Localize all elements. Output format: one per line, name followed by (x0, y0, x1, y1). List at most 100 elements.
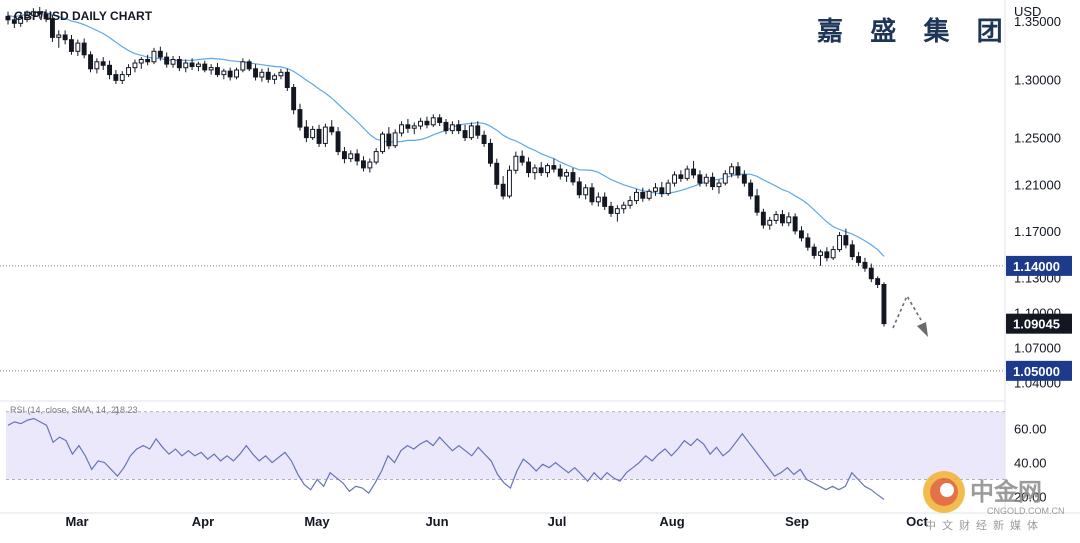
candle (221, 68, 227, 80)
candle-body (405, 124, 411, 129)
candle (145, 54, 151, 66)
candle (735, 162, 741, 179)
candle (526, 157, 531, 178)
candle (849, 240, 855, 261)
last-price-text: 1.09045 (1013, 317, 1060, 332)
candle (361, 156, 366, 172)
watermark-url: CNGOLD.COM.CN (987, 506, 1065, 516)
candle-body (856, 256, 861, 263)
candle (634, 188, 639, 205)
candle (684, 165, 690, 181)
x-tick-label: Oct (906, 514, 928, 529)
candle-body (157, 50, 163, 58)
candle-body (837, 235, 842, 251)
candle-body (126, 67, 131, 76)
candle-body (30, 11, 36, 16)
candle (405, 118, 411, 133)
candle-body (265, 71, 271, 80)
candle (183, 59, 189, 73)
candle (856, 251, 861, 266)
candle-body (868, 267, 874, 280)
candle-body (748, 182, 754, 197)
candle-body (875, 278, 881, 286)
candle (107, 60, 112, 80)
candle (729, 163, 735, 178)
y-tick-label: 1.35000 (1014, 14, 1061, 29)
candle-body (805, 237, 811, 248)
candle (837, 232, 842, 252)
candle-body (202, 63, 208, 71)
candle-body (272, 75, 278, 80)
candle (748, 179, 754, 200)
candle-body (640, 191, 646, 199)
candle (75, 39, 81, 56)
candle-body (430, 117, 436, 126)
candle-body (634, 191, 639, 202)
y-tick-label: 1.30000 (1014, 72, 1061, 87)
x-tick-label: Jul (548, 514, 567, 529)
candle-body (462, 130, 468, 139)
candle-body (526, 161, 531, 174)
candle-body (310, 128, 316, 139)
candle (424, 116, 430, 129)
candle-body (145, 59, 151, 63)
candle-body (697, 174, 703, 184)
candle (481, 130, 487, 147)
candle (430, 114, 436, 128)
candle-body (678, 174, 684, 179)
candle (780, 209, 785, 227)
candle (792, 213, 798, 235)
candle-body (342, 151, 347, 160)
candle (126, 64, 131, 77)
candle (627, 195, 633, 209)
candle-body (735, 166, 741, 176)
candle-body (284, 71, 290, 89)
candle (818, 249, 823, 266)
candle-body (780, 214, 785, 224)
candle-body (786, 216, 792, 224)
price-pane (0, 0, 1005, 400)
candle-body (37, 11, 43, 15)
candle-body (24, 14, 30, 18)
candle (672, 171, 677, 187)
candle-body (621, 204, 627, 210)
candle (227, 67, 233, 81)
y-tick-label: 1.07000 (1014, 341, 1061, 356)
candle-body (703, 176, 709, 184)
candle-body (278, 71, 284, 77)
candle (786, 212, 792, 227)
candle-body (557, 168, 563, 177)
candle (703, 173, 709, 187)
candle (488, 138, 493, 167)
candle (234, 67, 240, 80)
candle-body (849, 244, 855, 258)
candle (265, 67, 271, 83)
candle-body (221, 70, 227, 76)
candle-body (468, 125, 474, 139)
candle (621, 201, 627, 214)
candle-body (170, 59, 176, 65)
candle (557, 164, 563, 180)
candle (348, 150, 354, 163)
level-price-text: 1.05000 (1013, 364, 1060, 379)
rsi-value: 18.23 (115, 405, 138, 415)
candle-body (240, 61, 246, 71)
rsi-indicator-label: RSI (14, close, SMA, 14, 2) (10, 405, 119, 415)
candle-body (773, 214, 779, 221)
candle (462, 124, 468, 142)
candle-body (659, 187, 665, 195)
candle (545, 163, 550, 178)
candle-body (138, 59, 144, 64)
candle (564, 169, 569, 182)
candle (164, 52, 170, 68)
candle-body (684, 168, 690, 179)
candle-body (75, 42, 81, 52)
candle (176, 55, 182, 72)
candle-body (545, 165, 550, 174)
currency-label: USD (1014, 4, 1041, 19)
projection-arrowhead (917, 322, 928, 337)
candle (494, 158, 500, 189)
candle (538, 162, 544, 177)
candle (881, 282, 887, 327)
candle-body (767, 219, 773, 226)
